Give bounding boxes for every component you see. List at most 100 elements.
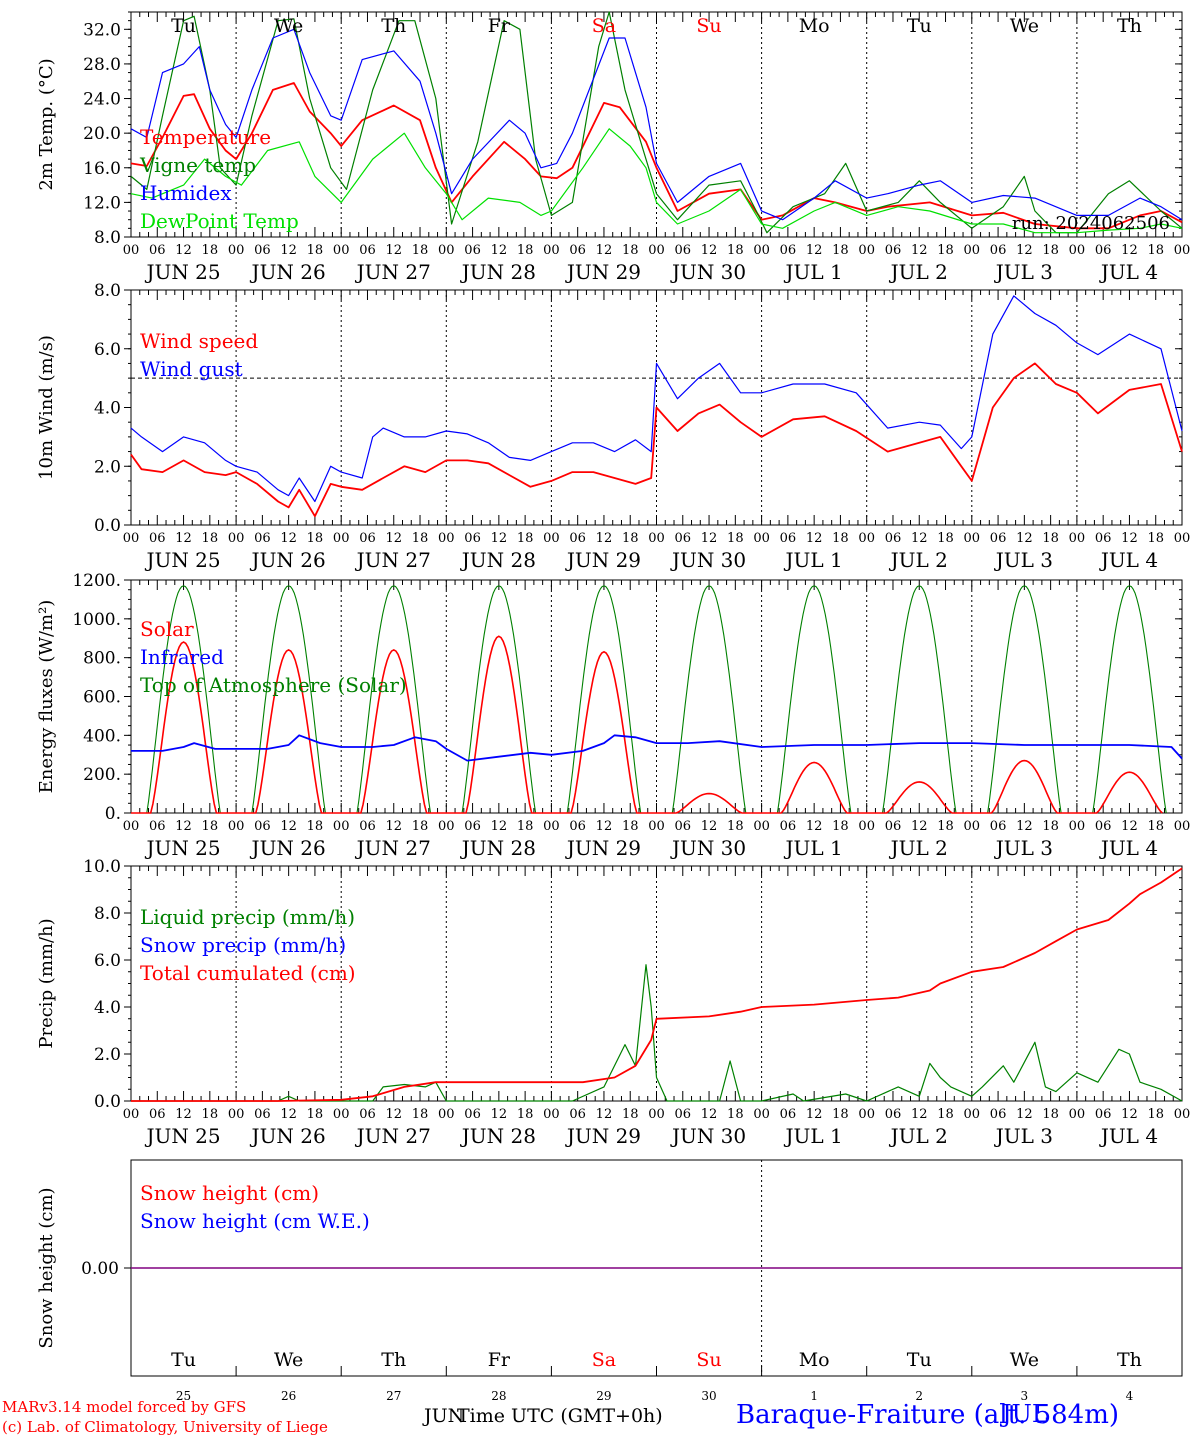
hour-tick-label: 06 [254, 1107, 271, 1122]
hour-tick-label: 06 [990, 531, 1007, 546]
hour-tick-label: 06 [359, 1107, 376, 1122]
hour-tick-label: 18 [202, 531, 219, 546]
hour-tick-label: 12 [385, 1107, 402, 1122]
hour-tick-label: 06 [149, 819, 166, 834]
hour-tick-label: 00 [964, 243, 981, 258]
hour-tick-label: 18 [727, 531, 744, 546]
date-label: JUN 29 [565, 1124, 641, 1148]
date-label: JUN 26 [250, 260, 326, 284]
hour-tick-label: 06 [149, 1107, 166, 1122]
weekday-label: We [274, 15, 303, 37]
series-temperature [130, 82, 1183, 230]
hour-tick-label: 06 [569, 243, 586, 258]
hour-tick-label: 18 [832, 531, 849, 546]
hour-tick-label: 00 [1174, 243, 1191, 258]
weekday-label-bottom: Sa [592, 1349, 616, 1371]
hour-tick-label: 12 [1121, 243, 1138, 258]
y-tick-label: 0.0 [94, 1092, 121, 1112]
y-tick-label: 1000. [72, 610, 121, 630]
y-axis-label: Precip (mm/h) [36, 918, 57, 1048]
y-tick-label: 8.0 [94, 904, 121, 924]
hour-tick-label: 12 [175, 1107, 192, 1122]
hour-tick-label: 18 [517, 243, 534, 258]
hour-tick-label: 18 [307, 819, 324, 834]
date-label: JUL 3 [994, 836, 1053, 860]
date-label: JUN 25 [144, 548, 220, 572]
hour-tick-label: 18 [937, 243, 954, 258]
date-label: JUL 4 [1099, 1124, 1158, 1148]
hour-tick-label: 18 [412, 243, 429, 258]
legend-snow-precip-mm-h-: Snow precip (mm/h) [140, 933, 346, 957]
hour-tick-label: 06 [149, 243, 166, 258]
date-label: JUL 2 [889, 548, 948, 572]
hour-tick-label: 18 [1147, 819, 1164, 834]
legend-liquid-precip-mm-h-: Liquid precip (mm/h) [140, 905, 355, 929]
hour-tick-label: 12 [280, 243, 297, 258]
date-label: JUN 25 [144, 1124, 220, 1148]
hour-tick-label: 18 [517, 819, 534, 834]
hour-tick-label: 12 [385, 819, 402, 834]
panel-precip [124, 865, 1183, 1102]
day-number-label: 30 [701, 1389, 716, 1403]
legend-infrared: Infrared [140, 645, 224, 669]
series-vigne-temp [130, 11, 1183, 234]
hour-tick-label: 06 [780, 531, 797, 546]
day-number-label: 2 [915, 1389, 923, 1403]
hour-tick-label: 12 [175, 819, 192, 834]
hour-tick-label: 06 [569, 819, 586, 834]
y-tick-label: 24.0 [83, 90, 121, 110]
weekday-label: Th [1117, 15, 1142, 37]
hour-tick-label: 12 [385, 243, 402, 258]
date-label: JUN 28 [460, 260, 536, 284]
panel-energy [124, 579, 1183, 814]
hour-tick-label: 00 [648, 1107, 665, 1122]
y-tick-label: 0.00 [81, 1259, 119, 1279]
weekday-label-bottom: Su [696, 1349, 721, 1371]
time-axis-label: Time UTC (GMT+0h) [457, 1405, 663, 1427]
y-tick-label: 2.0 [94, 457, 121, 477]
hour-tick-label: 00 [1069, 243, 1086, 258]
date-label: JUN 27 [355, 260, 431, 284]
weekday-label-bottom: We [274, 1349, 303, 1371]
date-label: JUN 25 [144, 260, 220, 284]
date-label: JUN 29 [565, 836, 641, 860]
y-tick-label: 12.0 [83, 193, 121, 213]
legend-solar: Solar [140, 617, 194, 641]
date-label: JUL 2 [889, 260, 948, 284]
month-label-jul: JUL [1002, 1400, 1048, 1428]
series-infrared [131, 734, 1183, 762]
hour-tick-label: 12 [491, 819, 508, 834]
date-label: JUL 2 [889, 836, 948, 860]
hour-tick-label: 00 [228, 531, 245, 546]
hour-tick-label: 12 [1016, 531, 1033, 546]
hour-tick-label: 12 [701, 1107, 718, 1122]
y-tick-label: 32.0 [83, 20, 121, 40]
date-label: JUL 4 [1099, 260, 1158, 284]
hour-tick-label: 12 [806, 1107, 823, 1122]
y-axis-label: 10m Wind (m/s) [36, 335, 57, 480]
hour-tick-label: 06 [359, 243, 376, 258]
y-axis-label: Snow height (cm) [36, 1187, 57, 1348]
hour-tick-label: 12 [175, 531, 192, 546]
date-label: JUN 30 [670, 1124, 746, 1148]
weekday-label: Tu [171, 15, 196, 37]
date-label: JUL 1 [784, 836, 843, 860]
hour-tick-label: 18 [832, 243, 849, 258]
hour-tick-label: 06 [675, 819, 692, 834]
model-credit-line1: MARv3.14 model forced by GFS [2, 1398, 247, 1416]
hour-tick-label: 00 [1174, 531, 1191, 546]
hour-tick-label: 06 [359, 531, 376, 546]
hour-tick-label: 06 [149, 531, 166, 546]
hour-tick-label: 00 [123, 531, 140, 546]
hour-tick-label: 12 [596, 531, 613, 546]
date-label: JUN 27 [355, 1124, 431, 1148]
hour-tick-label: 00 [438, 1107, 455, 1122]
hour-tick-label: 18 [517, 531, 534, 546]
hour-tick-label: 18 [1042, 819, 1059, 834]
hour-tick-label: 00 [1069, 819, 1086, 834]
hour-tick-label: 06 [1095, 531, 1112, 546]
date-label: JUN 25 [144, 836, 220, 860]
y-tick-label: 8.0 [94, 281, 121, 301]
hour-tick-label: 06 [780, 1107, 797, 1122]
run-annotation: run: 2024062506 [1012, 213, 1170, 234]
